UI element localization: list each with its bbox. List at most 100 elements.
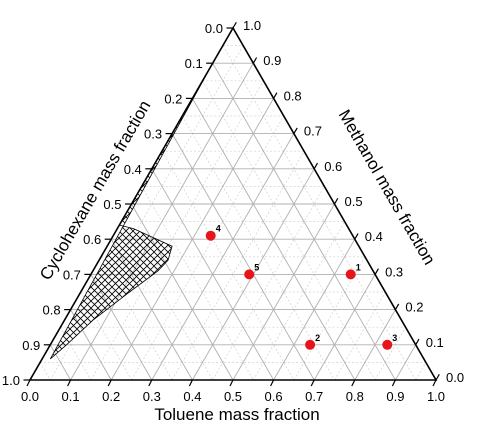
right-tick-mark [354, 233, 359, 240]
minor-gridline [131, 115, 285, 381]
left-tick-label: 0.4 [124, 162, 142, 177]
data-point-5 [244, 269, 255, 280]
major-gridline [232, 203, 335, 381]
left-tick-label: 0.0 [205, 21, 223, 36]
right-tick-mark [435, 373, 440, 381]
minor-gridline [222, 45, 417, 381]
data-point-label: 2 [315, 333, 320, 343]
bottom-tick-mark [26, 379, 31, 387]
bottom-tick-mark [107, 379, 112, 387]
left-tick-labels: 0.0 0.1 0.2 0.3 0.4 0.5 0.6 0.7 0.8 0.9 1.0 [2, 21, 223, 388]
bottom-tick-label: 0.3 [143, 389, 161, 404]
right-tick-label: 0.9 [263, 53, 281, 68]
minor-gridline [252, 221, 345, 381]
left-tick-label: 0.1 [185, 56, 203, 71]
major-gridline [49, 344, 71, 381]
left-tick-label: 0.5 [103, 197, 121, 212]
bottom-tick-label: 0.6 [265, 389, 283, 404]
minor-gridline [415, 362, 427, 381]
left-tick-label: 0.8 [43, 303, 61, 318]
minor-gridlines [39, 45, 427, 381]
bottom-tick-label: 0.9 [386, 389, 404, 404]
right-tick-label: 0.7 [304, 124, 322, 139]
minor-gridline [334, 291, 386, 381]
data-point-4 [205, 230, 216, 241]
bottom-tick-label: 1.0 [427, 389, 445, 404]
right-tick-mark [252, 57, 258, 64]
major-gridline [354, 309, 396, 381]
triangle-frame [23, 21, 440, 387]
bottom-tick-mark [351, 379, 356, 387]
major-gridline [70, 62, 254, 381]
bottom-tick-mark [270, 379, 275, 387]
right-tick-label: 0.0 [446, 370, 464, 385]
data-point-label: 4 [216, 224, 221, 234]
bottom-tick-label: 0.2 [102, 389, 120, 404]
minor-gridline [39, 362, 51, 381]
left-tick-label: 0.6 [83, 232, 101, 247]
right-tick-label: 0.4 [365, 229, 383, 244]
right-tick-label: 0.8 [284, 88, 302, 103]
data-point-label: 1 [356, 262, 361, 272]
right-tick-label: 0.6 [324, 159, 342, 174]
bottom-tick-label: 0.7 [305, 389, 323, 404]
right-tick-mark [313, 162, 319, 170]
major-gridline [131, 203, 234, 381]
minor-gridline [161, 151, 295, 381]
bottom-tick-label: 0.0 [21, 389, 39, 404]
right-tick-mark [273, 92, 278, 99]
minor-gridline [202, 80, 376, 381]
bottom-tick-mark [391, 379, 396, 387]
minor-gridline [181, 115, 335, 381]
data-point-label: 3 [392, 333, 397, 343]
minor-gridline [141, 186, 254, 381]
data-points: 1 2 3 4 5 [205, 224, 397, 350]
bottom-tick-mark [310, 379, 315, 387]
minor-gridline [121, 221, 214, 381]
bottom-tick-mark [229, 379, 234, 387]
minor-gridline [171, 151, 305, 381]
right-axis-title: Methanol mass fraction [335, 106, 439, 268]
right-tick-mark [394, 303, 400, 310]
left-tick-label: 0.2 [164, 91, 182, 106]
major-gridlines [49, 62, 417, 381]
major-gridline [171, 133, 315, 381]
bottom-tick-label: 0.1 [62, 389, 80, 404]
major-gridline [151, 133, 295, 381]
right-tick-mark [293, 127, 298, 134]
right-tick-label: 0.1 [426, 335, 444, 350]
left-tick-label: 0.7 [63, 267, 81, 282]
bottom-tick-mark [188, 379, 193, 387]
bottom-tick-label: 0.5 [224, 389, 242, 404]
bottom-tick-mark [432, 379, 437, 387]
right-tick-mark [232, 21, 237, 29]
data-point-2 [305, 339, 316, 350]
right-tick-labels: 0.0 0.1 0.2 0.3 0.4 0.5 0.6 0.7 0.8 0.9 1.0 [243, 18, 464, 385]
right-tick-label: 1.0 [243, 18, 261, 33]
major-gridline [395, 344, 417, 381]
bottom-axis-title: Toluene mass fraction [154, 405, 319, 424]
right-tick-mark [374, 268, 379, 275]
bottom-tick-label: 0.4 [183, 389, 201, 404]
bottom-tick-label: 0.8 [346, 389, 364, 404]
data-point-3 [382, 339, 393, 350]
right-tick-label: 0.3 [385, 264, 403, 279]
major-gridline [273, 238, 356, 381]
left-tick-label: 1.0 [2, 373, 20, 388]
left-tick-label: 0.3 [144, 127, 162, 142]
two-phase-region-area [49, 63, 214, 360]
major-gridline [313, 274, 376, 381]
bottom-tick-mark [148, 379, 153, 387]
major-gridline [212, 62, 396, 381]
right-tick-mark [333, 197, 339, 205]
right-tick-mark [415, 338, 420, 346]
bottom-tick-labels: 0.0 0.1 0.2 0.3 0.4 0.5 0.6 0.7 0.8 0.9 1.0 [21, 389, 445, 404]
minor-gridline [90, 80, 264, 381]
two-phase-region [49, 63, 214, 360]
right-tick-label: 0.2 [405, 300, 423, 315]
data-point-1 [345, 269, 356, 280]
minor-gridline [212, 186, 325, 381]
data-point-label: 5 [254, 262, 259, 272]
right-tick-label: 0.5 [345, 194, 363, 209]
